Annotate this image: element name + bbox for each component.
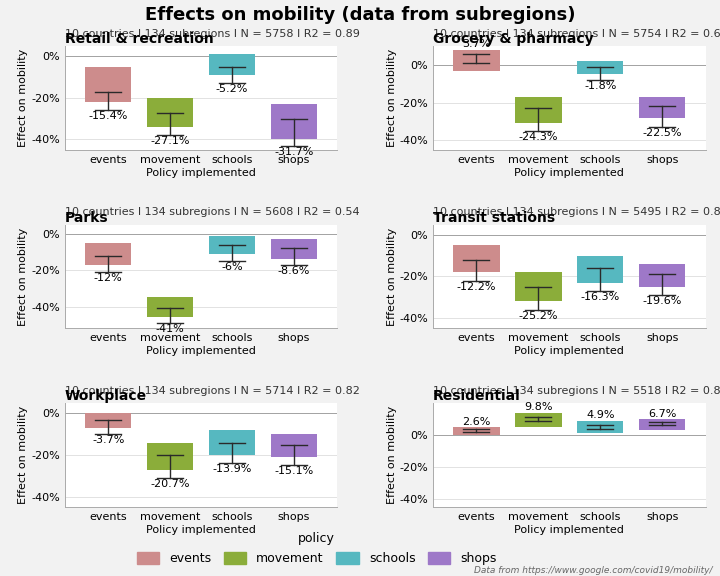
Text: Parks: Parks (65, 211, 109, 225)
Text: -6%: -6% (221, 262, 243, 272)
Text: -20.7%: -20.7% (150, 479, 190, 489)
Text: Retail & recreation: Retail & recreation (65, 32, 214, 46)
Bar (453, 427, 500, 435)
Bar (515, 412, 562, 427)
Legend: events, movement, schools, shops: events, movement, schools, shops (132, 527, 502, 570)
Text: Effects on mobility (data from subregions): Effects on mobility (data from subregion… (145, 6, 575, 24)
Bar (271, 104, 318, 139)
Bar (639, 264, 685, 287)
Bar (515, 272, 562, 301)
Text: 10 countries I 134 subregions I N = 5714 I R2 = 0.82: 10 countries I 134 subregions I N = 5714… (65, 386, 360, 396)
Text: 10 countries I 134 subregions I N = 5754 I R2 = 0.66: 10 countries I 134 subregions I N = 5754… (433, 29, 720, 39)
Bar (271, 239, 318, 259)
Text: -13.9%: -13.9% (212, 464, 252, 474)
Bar (639, 97, 685, 118)
Bar (209, 236, 256, 253)
Text: -15.4%: -15.4% (89, 112, 128, 122)
Text: -24.3%: -24.3% (518, 132, 558, 142)
Text: -22.5%: -22.5% (642, 128, 682, 138)
Bar (147, 98, 194, 127)
Bar (85, 67, 132, 102)
Text: Grocery & pharmacy: Grocery & pharmacy (433, 32, 593, 46)
Text: Workplace: Workplace (65, 389, 147, 403)
Bar (515, 97, 562, 123)
Text: -16.3%: -16.3% (580, 292, 620, 302)
Text: -41%: -41% (156, 324, 184, 334)
Text: 10 countries I 134 subregions I N = 5608 I R2 = 0.54: 10 countries I 134 subregions I N = 5608… (65, 207, 359, 217)
Text: Residential: Residential (433, 389, 521, 403)
Text: -5.2%: -5.2% (216, 85, 248, 94)
Text: -19.6%: -19.6% (642, 296, 682, 306)
Text: -31.7%: -31.7% (274, 147, 314, 157)
Text: -12%: -12% (94, 273, 122, 283)
Bar (453, 50, 500, 71)
Y-axis label: Effect on mobility: Effect on mobility (387, 406, 397, 504)
Bar (85, 414, 132, 428)
Bar (453, 245, 500, 272)
Bar (147, 297, 194, 317)
Bar (147, 442, 194, 469)
Text: 2.6%: 2.6% (462, 416, 490, 427)
X-axis label: Policy implemented: Policy implemented (514, 525, 624, 535)
Text: -1.8%: -1.8% (584, 81, 616, 91)
X-axis label: Policy implemented: Policy implemented (146, 525, 256, 535)
Text: 4.9%: 4.9% (586, 410, 614, 420)
X-axis label: Policy implemented: Policy implemented (514, 168, 624, 177)
Text: 3.7%: 3.7% (462, 39, 490, 50)
Bar (577, 256, 624, 283)
Bar (577, 61, 624, 74)
Text: -8.6%: -8.6% (278, 266, 310, 275)
Y-axis label: Effect on mobility: Effect on mobility (19, 49, 28, 147)
Y-axis label: Effect on mobility: Effect on mobility (19, 228, 28, 325)
Text: -3.7%: -3.7% (92, 435, 125, 445)
Text: 10 countries I 134 subregions I N = 5495 I R2 = 0.86: 10 countries I 134 subregions I N = 5495… (433, 207, 720, 217)
Text: 6.7%: 6.7% (648, 408, 676, 419)
Y-axis label: Effect on mobility: Effect on mobility (387, 49, 397, 147)
X-axis label: Policy implemented: Policy implemented (146, 346, 256, 356)
Bar (85, 243, 132, 264)
Text: 10 countries I 134 subregions I N = 5758 I R2 = 0.89: 10 countries I 134 subregions I N = 5758… (65, 29, 360, 39)
Text: -25.2%: -25.2% (518, 310, 558, 321)
Text: 10 countries I 134 subregions I N = 5518 I R2 = 0.85: 10 countries I 134 subregions I N = 5518… (433, 386, 720, 396)
Text: 9.8%: 9.8% (524, 402, 552, 412)
Y-axis label: Effect on mobility: Effect on mobility (19, 406, 28, 504)
Bar (639, 419, 685, 430)
Bar (209, 54, 256, 75)
Bar (271, 434, 318, 457)
Text: -15.1%: -15.1% (274, 467, 314, 476)
Bar (209, 430, 256, 455)
Text: -12.2%: -12.2% (456, 282, 496, 291)
Text: -27.1%: -27.1% (150, 137, 190, 146)
Y-axis label: Effect on mobility: Effect on mobility (387, 228, 397, 325)
Text: Data from https://www.google.com/covid19/mobility/: Data from https://www.google.com/covid19… (474, 566, 713, 575)
X-axis label: Policy implemented: Policy implemented (514, 346, 624, 356)
Text: Transit stations: Transit stations (433, 211, 555, 225)
X-axis label: Policy implemented: Policy implemented (146, 168, 256, 177)
Bar (577, 420, 624, 433)
